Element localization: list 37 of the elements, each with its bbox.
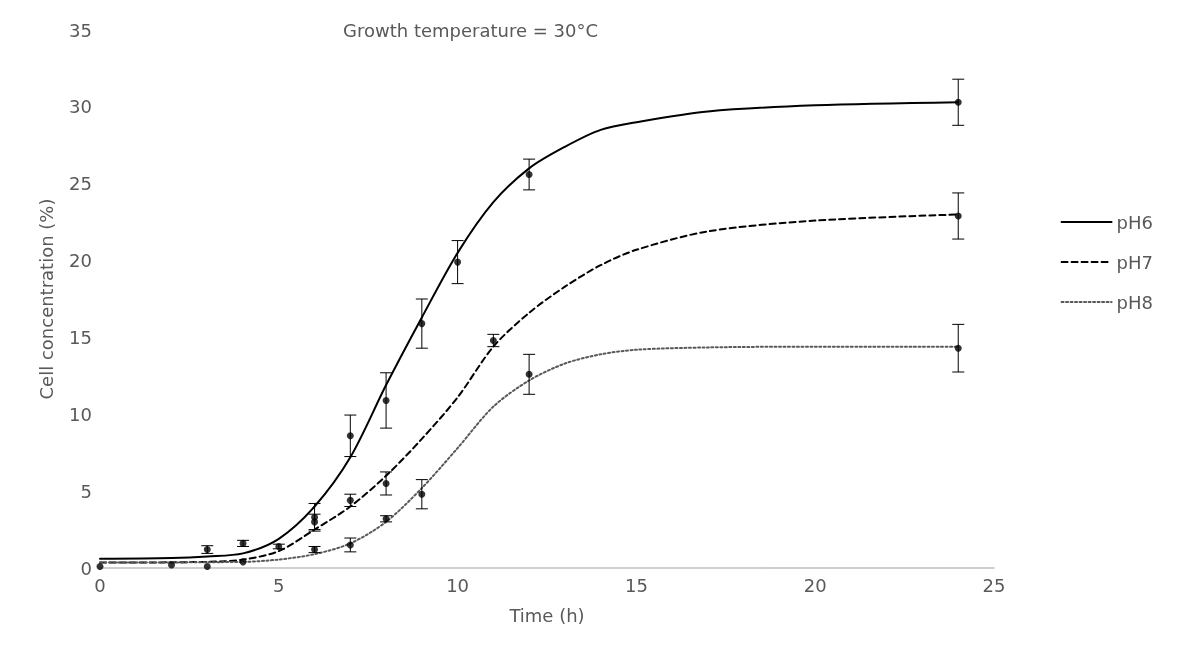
legend-label: pH7 — [1116, 251, 1154, 273]
y-tick-label: 30 — [69, 96, 92, 118]
y-tick-label: 0 — [80, 557, 92, 579]
point — [96, 562, 104, 570]
point — [954, 344, 962, 352]
point — [346, 432, 354, 440]
point — [203, 562, 211, 570]
x-axis-title: Time (h) — [508, 604, 585, 626]
point — [418, 320, 426, 328]
x-tick-label: 20 — [803, 574, 827, 596]
y-tick-label: 10 — [69, 403, 92, 425]
point — [525, 370, 533, 378]
point — [954, 98, 962, 106]
point — [382, 396, 390, 404]
legend-label: pH6 — [1116, 211, 1154, 233]
x-tick-label: 25 — [982, 574, 1006, 596]
x-tick-label: 10 — [446, 574, 470, 596]
x-tick-label: 0 — [94, 574, 106, 596]
y-tick-label: 15 — [69, 326, 92, 348]
point — [525, 170, 533, 178]
point — [489, 337, 497, 344]
y-tick-label: 25 — [69, 173, 92, 195]
point — [418, 490, 426, 498]
legend-label: pH8 — [1116, 291, 1154, 313]
x-tick-label: 5 — [273, 574, 285, 596]
point — [311, 518, 319, 526]
y-tick-label: 35 — [69, 19, 92, 41]
point — [346, 541, 354, 549]
point — [954, 212, 962, 220]
y-axis-title: Cell concentration (%) — [35, 198, 57, 400]
point — [168, 561, 176, 569]
point — [382, 479, 390, 487]
y-tick-label: 5 — [80, 480, 92, 502]
x-tick-label: 15 — [624, 574, 648, 596]
point — [454, 258, 462, 266]
chart-title: Growth temperature = 30°C — [343, 19, 599, 41]
y-tick-label: 20 — [69, 250, 92, 272]
